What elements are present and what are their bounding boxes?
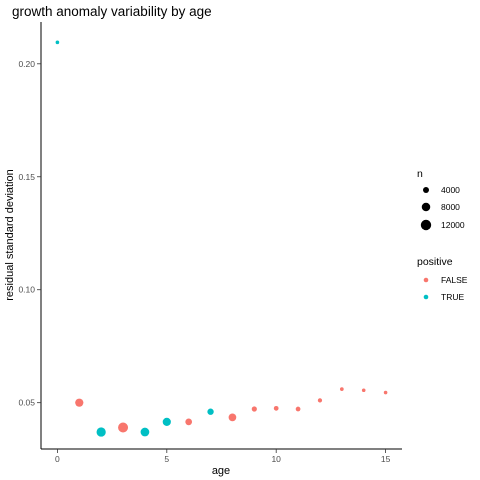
size-legend-label: 12000 [441, 220, 465, 230]
x-axis-title: age [212, 465, 230, 477]
data-point [185, 418, 193, 426]
y-axis-title: residual standard deviation [4, 169, 16, 300]
size-legend-key [422, 186, 430, 194]
data-point [207, 408, 214, 415]
data-point [228, 413, 237, 422]
data-point [317, 398, 323, 403]
data-point [383, 390, 388, 395]
size-legend-label: 8000 [441, 202, 460, 212]
size-legend-key [421, 202, 431, 212]
data-point [140, 427, 150, 437]
data-point [75, 398, 84, 407]
data-point [162, 417, 171, 426]
data-point [96, 427, 106, 437]
y-tick-label: 0.15 [18, 172, 35, 182]
data-point [295, 406, 301, 412]
color-legend-key [423, 277, 429, 283]
color-legend-title: positive [417, 256, 453, 268]
axes [40, 22, 402, 450]
x-tick-label: 10 [271, 454, 281, 464]
data-point [339, 387, 344, 391]
data-point [118, 422, 129, 433]
y-tick-label: 0.20 [18, 59, 35, 69]
data-point [55, 40, 60, 45]
data-point [273, 405, 279, 411]
color-legend-label: FALSE [441, 275, 468, 285]
x-tick-label: 15 [381, 454, 391, 464]
color-legend-label: TRUE [441, 292, 464, 302]
y-ticks: 0.05 0.10 0.15 0.20 [18, 59, 41, 408]
data-point [251, 406, 257, 412]
size-legend-title: n [417, 168, 423, 180]
size-legend-key [420, 219, 432, 231]
x-ticks: 0 5 10 15 [55, 449, 391, 464]
size-legend-label: 4000 [441, 185, 460, 195]
data-points [55, 40, 388, 437]
x-tick-label: 0 [55, 454, 60, 464]
color-legend: positive FALSE TRUE [417, 256, 468, 302]
chart-title: growth anomaly variability by age [12, 4, 212, 19]
data-point [361, 388, 366, 393]
size-legend: n 4000 8000 12000 [417, 168, 465, 231]
color-legend-key [423, 294, 429, 300]
y-tick-label: 0.05 [18, 398, 35, 408]
x-tick-label: 5 [164, 454, 169, 464]
y-tick-label: 0.10 [18, 285, 35, 295]
